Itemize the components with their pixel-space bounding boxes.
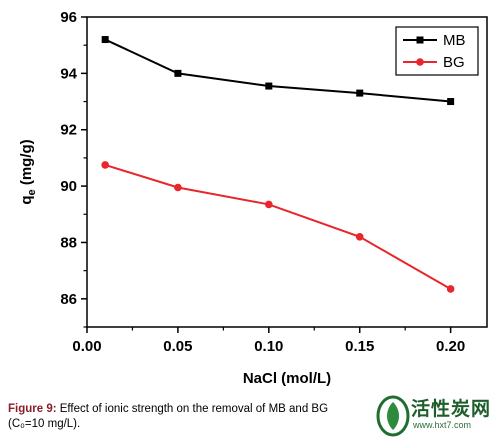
series-layer [101, 36, 455, 293]
legend: MB BG [395, 26, 479, 76]
x-tick-label: 0.00 [72, 338, 101, 355]
legend-label-mb: MB [443, 32, 466, 49]
caption-line2: (C₀=10 mg/L). [8, 418, 81, 430]
series-line-bg [104, 163, 452, 290]
legend-box [395, 26, 479, 76]
y-axis-title: qe (mg/g) [18, 139, 38, 204]
point-mb [447, 98, 455, 106]
point-bg [446, 285, 455, 293]
x-axis-title: NaCl (mol/L) [243, 370, 331, 387]
x-tick-label: 0.15 [345, 338, 374, 355]
x-tick-label: 0.20 [436, 338, 465, 355]
figure-caption: Figure 9: Effect of ionic strength on th… [8, 402, 428, 432]
plot-frame [86, 16, 488, 328]
y-tick-label: 90 [60, 178, 77, 195]
point-mb [356, 89, 364, 97]
point-mb [265, 82, 273, 90]
point-bg [174, 183, 182, 192]
x-tick-label: 0.10 [254, 338, 283, 355]
legend-marker-mb [416, 36, 424, 44]
watermark-url: www.hxt7.com [413, 420, 472, 430]
watermark-logo-icon [376, 395, 410, 437]
point-bg [265, 200, 273, 209]
y-tick-label: 94 [60, 65, 77, 82]
axes: 0.00 0.05 0.10 0.15 0.20 86 88 90 92 94 96 [60, 9, 488, 355]
point-bg [101, 161, 109, 169]
watermark-title: 活性炭网 [411, 399, 492, 420]
legend-marker-bg [416, 58, 424, 66]
y-tick-label: 88 [60, 234, 77, 251]
caption-text: Effect of ionic strength on the removal … [56, 403, 329, 415]
point-mb [174, 69, 182, 77]
point-bg [355, 233, 364, 241]
watermark: 活性炭网 www.hxt7.com [373, 392, 501, 438]
y-tick-label: 92 [60, 122, 77, 139]
y-tick-label: 86 [60, 291, 77, 308]
point-mb [101, 36, 109, 44]
legend-label-bg: BG [443, 54, 465, 71]
caption-lead: Figure 9: [8, 403, 57, 415]
chart: 0.00 0.05 0.10 0.15 0.20 86 88 90 92 94 96 MB BG Na… [18, 9, 488, 387]
y-tick-label: 96 [60, 9, 77, 26]
x-tick-label: 0.05 [163, 338, 192, 355]
